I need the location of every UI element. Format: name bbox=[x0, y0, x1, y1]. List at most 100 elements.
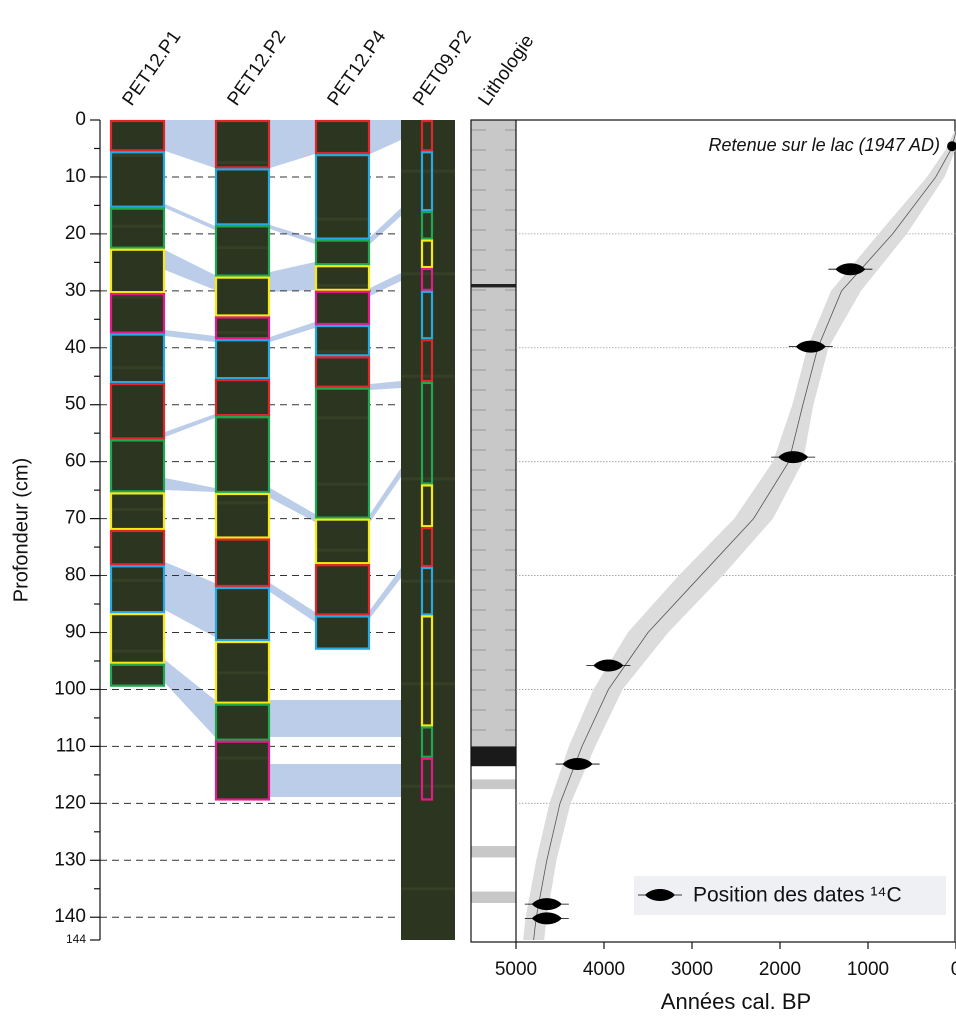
core-section bbox=[109, 333, 166, 384]
model-envelope bbox=[523, 131, 956, 940]
core-section bbox=[214, 225, 271, 277]
y-tick-label: 40 bbox=[65, 337, 86, 358]
legend-label: Position des dates ¹⁴C bbox=[693, 884, 902, 907]
y-tick-label: 80 bbox=[65, 565, 86, 586]
y-tick-label: 50 bbox=[65, 394, 86, 415]
column-label: PET12.P4 bbox=[324, 26, 391, 109]
core-section bbox=[109, 613, 166, 664]
core-section bbox=[214, 119, 271, 169]
core-section bbox=[109, 529, 166, 566]
y-tick-label: 0 bbox=[75, 109, 86, 130]
column-label: PET09.P2 bbox=[409, 27, 476, 110]
core-section bbox=[214, 640, 271, 704]
x-tick-label: 1000 bbox=[847, 959, 889, 980]
y-tick-label: 70 bbox=[65, 508, 86, 529]
model-median bbox=[533, 131, 956, 941]
lithology-layer bbox=[471, 284, 516, 288]
legend-symbol bbox=[645, 889, 675, 901]
plot-frame bbox=[470, 119, 956, 943]
x-tick-label: 3000 bbox=[671, 959, 713, 980]
core-section bbox=[420, 484, 434, 528]
core-section bbox=[214, 538, 271, 588]
y-tick-label: 60 bbox=[65, 451, 86, 472]
core-section bbox=[314, 564, 371, 616]
core-section bbox=[109, 382, 166, 440]
date-point bbox=[778, 451, 809, 464]
core-section bbox=[109, 439, 166, 493]
date-point bbox=[795, 340, 826, 353]
annotation-point bbox=[947, 141, 956, 152]
column-label: Lithologie bbox=[475, 31, 539, 110]
core-section bbox=[420, 615, 434, 727]
core-section bbox=[214, 492, 271, 539]
core-section bbox=[420, 290, 434, 340]
lithology-layer bbox=[471, 779, 516, 790]
core-section bbox=[420, 726, 434, 758]
core-section bbox=[214, 740, 271, 801]
y-tick-label: 100 bbox=[54, 678, 86, 699]
lamination bbox=[471, 120, 516, 747]
core-section bbox=[109, 492, 166, 531]
core-section bbox=[420, 566, 434, 616]
core-section bbox=[109, 293, 166, 334]
x-axis-label: Années cal. BP bbox=[661, 989, 811, 1014]
y-tick-label: 10 bbox=[65, 166, 86, 187]
core-photo bbox=[315, 120, 370, 650]
core-section bbox=[420, 267, 434, 291]
lithology-layer bbox=[471, 846, 516, 858]
y-tick-label: 120 bbox=[54, 792, 86, 813]
core-section bbox=[214, 378, 271, 417]
core-photo bbox=[215, 120, 270, 801]
core-section bbox=[109, 565, 166, 614]
date-point bbox=[562, 758, 593, 771]
column-label: PET12.P2 bbox=[224, 27, 291, 110]
y-tick-label: 130 bbox=[54, 849, 86, 870]
x-tick-label: 0 bbox=[951, 959, 956, 980]
core-section bbox=[420, 119, 434, 152]
core-section bbox=[420, 527, 434, 568]
core-section bbox=[109, 119, 166, 152]
x-tick-label: 5000 bbox=[495, 959, 537, 980]
core-section bbox=[314, 154, 371, 240]
core-section bbox=[314, 290, 371, 326]
y-axis-label: Profondeur (cm) bbox=[10, 458, 32, 603]
core-section bbox=[314, 356, 371, 388]
core-section bbox=[420, 339, 434, 383]
y-tick-label: 110 bbox=[56, 735, 86, 756]
x-tick-label: 2000 bbox=[759, 959, 801, 980]
core-section bbox=[314, 239, 371, 266]
core-section bbox=[214, 416, 271, 494]
annotation: Retenue sur le lac (1947 AD) bbox=[709, 135, 940, 155]
core-photo bbox=[401, 120, 455, 940]
core-section bbox=[109, 248, 166, 294]
core-section bbox=[214, 586, 271, 642]
lithology-layer bbox=[471, 891, 516, 903]
date-point bbox=[531, 912, 562, 925]
core-section bbox=[314, 119, 371, 155]
core-section bbox=[109, 207, 166, 249]
column-label: PET12.P1 bbox=[119, 27, 186, 110]
core-section bbox=[214, 316, 271, 340]
core-section bbox=[214, 339, 271, 380]
core-section bbox=[420, 757, 434, 801]
correlation-bands bbox=[100, 120, 401, 918]
y-tick-label: 140 bbox=[54, 906, 86, 927]
core-section bbox=[314, 518, 371, 565]
core-section bbox=[420, 211, 434, 240]
core-photo bbox=[110, 120, 165, 687]
y-tick-label: 90 bbox=[65, 622, 86, 643]
legend-box bbox=[634, 876, 946, 915]
date-point bbox=[593, 659, 624, 672]
y-tick-label: 20 bbox=[65, 223, 86, 244]
core-section bbox=[420, 239, 434, 269]
lithology-layer bbox=[471, 746, 516, 767]
core-section bbox=[314, 615, 371, 650]
core-section bbox=[109, 151, 166, 208]
y-tick-label: 144 bbox=[66, 932, 86, 946]
core-section bbox=[214, 703, 271, 741]
core-section bbox=[314, 387, 371, 519]
core-section bbox=[420, 151, 434, 212]
core-section bbox=[214, 276, 271, 317]
y-tick-label: 30 bbox=[65, 280, 86, 301]
